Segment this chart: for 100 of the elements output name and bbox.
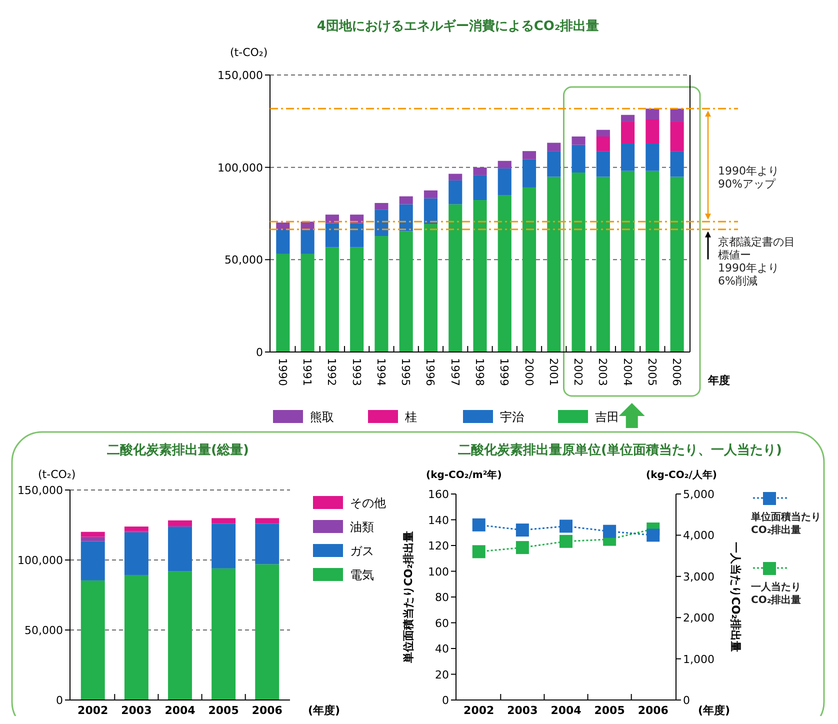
x-tick-label: 2006 bbox=[670, 358, 684, 386]
bar bbox=[212, 518, 236, 524]
y-tick-label: 20 bbox=[435, 668, 449, 682]
bar bbox=[498, 195, 512, 352]
y-axis-title: (t-CO₂) bbox=[230, 46, 268, 59]
bar bbox=[80, 536, 105, 542]
x-tick-label: 2003 bbox=[507, 704, 538, 717]
y-tick-label: 60 bbox=[435, 616, 449, 630]
bar bbox=[522, 151, 536, 160]
y2-tick-label: 0 bbox=[683, 694, 690, 707]
bar bbox=[670, 108, 684, 122]
bar bbox=[212, 568, 236, 700]
bar bbox=[473, 200, 487, 352]
bar bbox=[646, 108, 660, 120]
bar bbox=[276, 229, 290, 254]
bar bbox=[448, 204, 462, 352]
y-tick-label: 50,000 bbox=[224, 254, 263, 267]
bar bbox=[547, 151, 561, 177]
x-axis-title: (年度) bbox=[308, 704, 340, 717]
bar bbox=[374, 202, 388, 210]
bar bbox=[547, 176, 561, 352]
bar bbox=[448, 174, 462, 180]
bar bbox=[350, 223, 364, 248]
chart-title: 二酸化炭素排出量原単位(単位面積当たり、一人当たり) bbox=[458, 442, 782, 458]
x-tick-label: 1990 bbox=[276, 358, 289, 386]
y-tick-label: 140 bbox=[428, 514, 449, 527]
x-tick-label: 1995 bbox=[399, 358, 412, 386]
bar bbox=[80, 580, 105, 700]
legend-label: 一人当たり CO₂排出量 bbox=[751, 581, 802, 606]
legend-label: 吉田 bbox=[595, 410, 619, 424]
y2-tick-label: 5,000 bbox=[683, 488, 714, 501]
y2-tick-label: 4,000 bbox=[683, 529, 714, 542]
bar bbox=[646, 144, 660, 171]
bar bbox=[596, 176, 610, 352]
bar bbox=[300, 229, 314, 254]
point bbox=[472, 545, 486, 558]
x-tick-label: 1998 bbox=[473, 358, 486, 386]
ref-line-label: 1990年より90%アップ bbox=[718, 164, 779, 191]
bar bbox=[572, 144, 586, 173]
x-tick-label: 1991 bbox=[300, 358, 314, 386]
point bbox=[646, 528, 660, 542]
x-tick-label: 2002 bbox=[464, 704, 494, 717]
bar bbox=[350, 247, 364, 352]
legend-label: その他 bbox=[350, 496, 386, 510]
x-tick-label: 2004 bbox=[164, 704, 196, 717]
bar bbox=[621, 144, 635, 171]
bar bbox=[522, 159, 536, 188]
bar bbox=[325, 223, 339, 248]
bar bbox=[168, 520, 192, 526]
bar bbox=[255, 524, 280, 564]
bar bbox=[424, 190, 438, 198]
text: (kg-CO₂/m²年) bbox=[426, 469, 502, 481]
bar bbox=[473, 168, 487, 176]
bar bbox=[300, 254, 314, 352]
bar bbox=[80, 532, 105, 537]
y-axis-title: (t-CO₂) bbox=[38, 468, 76, 481]
ref-line-label: 京都議定書の目標値ー1990年より6%削減 bbox=[718, 235, 795, 288]
x-axis-title: (年度) bbox=[698, 704, 730, 717]
bar bbox=[399, 196, 413, 204]
point bbox=[603, 524, 616, 538]
bar bbox=[547, 142, 561, 152]
x-tick-label: 1992 bbox=[325, 358, 338, 386]
point bbox=[516, 524, 529, 537]
y-tick-label: 50,000 bbox=[24, 624, 63, 637]
bar bbox=[374, 236, 388, 352]
bar bbox=[168, 571, 192, 700]
bar bbox=[646, 120, 660, 144]
x-tick-label: 2003 bbox=[596, 358, 610, 386]
bar bbox=[124, 574, 148, 700]
bar bbox=[124, 526, 148, 532]
y-tick-label: 150,000 bbox=[218, 69, 263, 82]
bar bbox=[572, 136, 586, 145]
bar bbox=[325, 247, 339, 352]
y-tick-label: 100,000 bbox=[218, 161, 263, 174]
bar bbox=[670, 176, 684, 352]
x-tick-label: 2005 bbox=[594, 704, 625, 717]
bar bbox=[572, 172, 586, 352]
bar bbox=[255, 518, 280, 524]
bar bbox=[399, 231, 413, 352]
y-tick-label: 40 bbox=[435, 642, 449, 656]
point bbox=[560, 534, 572, 548]
x-tick-label: 2002 bbox=[78, 704, 108, 717]
legend-label: 桂 bbox=[404, 410, 417, 424]
legend-label: 単位面積当たり CO₂排出量 bbox=[750, 511, 821, 536]
y-tick-label: 100,000 bbox=[18, 554, 63, 567]
x-tick-label: 1997 bbox=[448, 358, 462, 386]
x-tick-label: 2002 bbox=[572, 358, 585, 386]
bar bbox=[498, 168, 512, 196]
bar bbox=[670, 151, 684, 177]
chart-title: 4団地におけるエネルギー消費によるCO₂排出量 bbox=[316, 19, 600, 34]
legend-label: ガス bbox=[350, 544, 374, 558]
bar bbox=[522, 187, 536, 352]
x-tick-label: 1993 bbox=[350, 358, 363, 386]
bar bbox=[212, 524, 236, 568]
y-tick-label: 100 bbox=[428, 565, 449, 578]
y2-axis-title: 一人当たりCO₂排出量 bbox=[729, 542, 742, 652]
x-tick-label: 1996 bbox=[424, 358, 437, 386]
x-tick-label: 2006 bbox=[638, 704, 669, 717]
bar bbox=[646, 170, 660, 352]
bar bbox=[168, 526, 192, 572]
